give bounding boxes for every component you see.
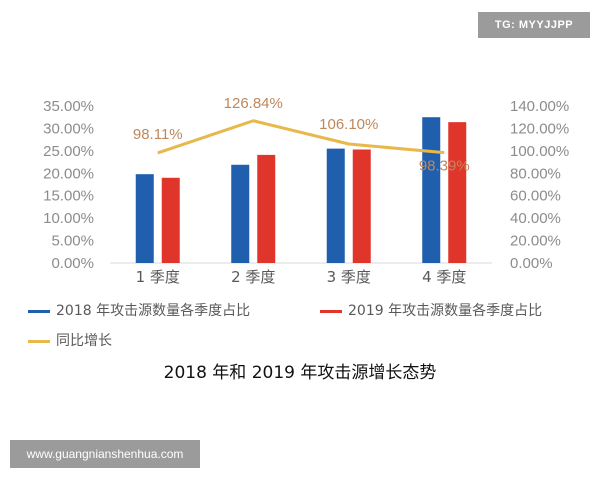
category-label: 2 季度 xyxy=(231,268,275,286)
legend-label-2019: 2019 年攻击源数量各季度占比 xyxy=(348,303,543,319)
category-labels: 1 季度 2 季度 3 季度 4 季度 xyxy=(136,268,467,286)
left-tick-label: 15.00% xyxy=(43,188,94,205)
left-tick-label: 35.00% xyxy=(43,98,94,115)
right-tick-label: 0.00% xyxy=(510,255,553,272)
bar-2019-q1 xyxy=(161,177,180,263)
left-tick-label: 25.00% xyxy=(43,143,94,160)
chart: 0.00% 5.00% 10.00% 15.00% 20.00% 25.00% 30.00%… xyxy=(43,95,569,286)
watermark-badge: TG: MYYJJPP xyxy=(478,12,590,38)
growth-data-label: 126.84% xyxy=(224,95,283,112)
bar-2019-q3 xyxy=(352,149,371,263)
legend-item-growth: 同比增长 xyxy=(28,330,112,350)
growth-data-label: 106.10% xyxy=(319,116,378,133)
right-tick-label: 60.00% xyxy=(510,188,561,205)
growth-data-label: 98.11% xyxy=(133,126,183,143)
legend-label-growth: 同比增长 xyxy=(56,333,112,349)
growth-data-labels: 98.11% 126.84% 106.10% 98.39% xyxy=(133,95,470,175)
bar-2018-q1 xyxy=(135,174,154,263)
category-label: 3 季度 xyxy=(327,268,371,286)
category-label: 4 季度 xyxy=(422,268,466,286)
left-tick-label: 0.00% xyxy=(51,255,94,272)
bar-2019-q4 xyxy=(448,122,467,263)
legend-swatch-2018 xyxy=(28,309,50,313)
right-tick-label: 100.00% xyxy=(510,143,569,160)
right-tick-label: 140.00% xyxy=(510,98,569,115)
right-tick-label: 40.00% xyxy=(510,210,561,227)
chart-title: 2018 年和 2019 年攻击源增长态势 xyxy=(163,363,437,383)
bar-2018-q2 xyxy=(231,164,250,263)
left-tick-label: 20.00% xyxy=(43,165,94,182)
left-tick-label: 10.00% xyxy=(43,210,94,227)
legend-item-2019: 2019 年攻击源数量各季度占比 xyxy=(320,300,542,320)
left-tick-label: 5.00% xyxy=(51,233,94,250)
watermark-url: www.guangnianshenhua.com xyxy=(10,440,200,468)
legend-swatch-2019 xyxy=(320,309,342,313)
growth-data-label: 98.39% xyxy=(419,158,470,175)
left-tick-label: 30.00% xyxy=(43,120,94,137)
bars xyxy=(135,117,467,263)
bar-2019-q2 xyxy=(257,154,276,263)
category-label: 1 季度 xyxy=(136,268,180,286)
legend-label-2018: 2018 年攻击源数量各季度占比 xyxy=(56,303,251,319)
legend-item-2018: 2018 年攻击源数量各季度占比 xyxy=(28,300,250,320)
right-axis-ticks: 0.00% 20.00% 40.00% 60.00% 80.00% 100.00% 120.… xyxy=(510,98,569,272)
right-tick-label: 120.00% xyxy=(510,120,569,137)
right-tick-label: 80.00% xyxy=(510,165,561,182)
bar-2018-q4 xyxy=(422,117,441,263)
growth-line xyxy=(157,119,445,155)
bar-2018-q3 xyxy=(326,148,345,263)
right-tick-label: 20.00% xyxy=(510,233,561,250)
left-axis-ticks: 0.00% 5.00% 10.00% 15.00% 20.00% 25.00% 30.00%… xyxy=(43,98,94,272)
legend-swatch-growth xyxy=(28,339,50,343)
